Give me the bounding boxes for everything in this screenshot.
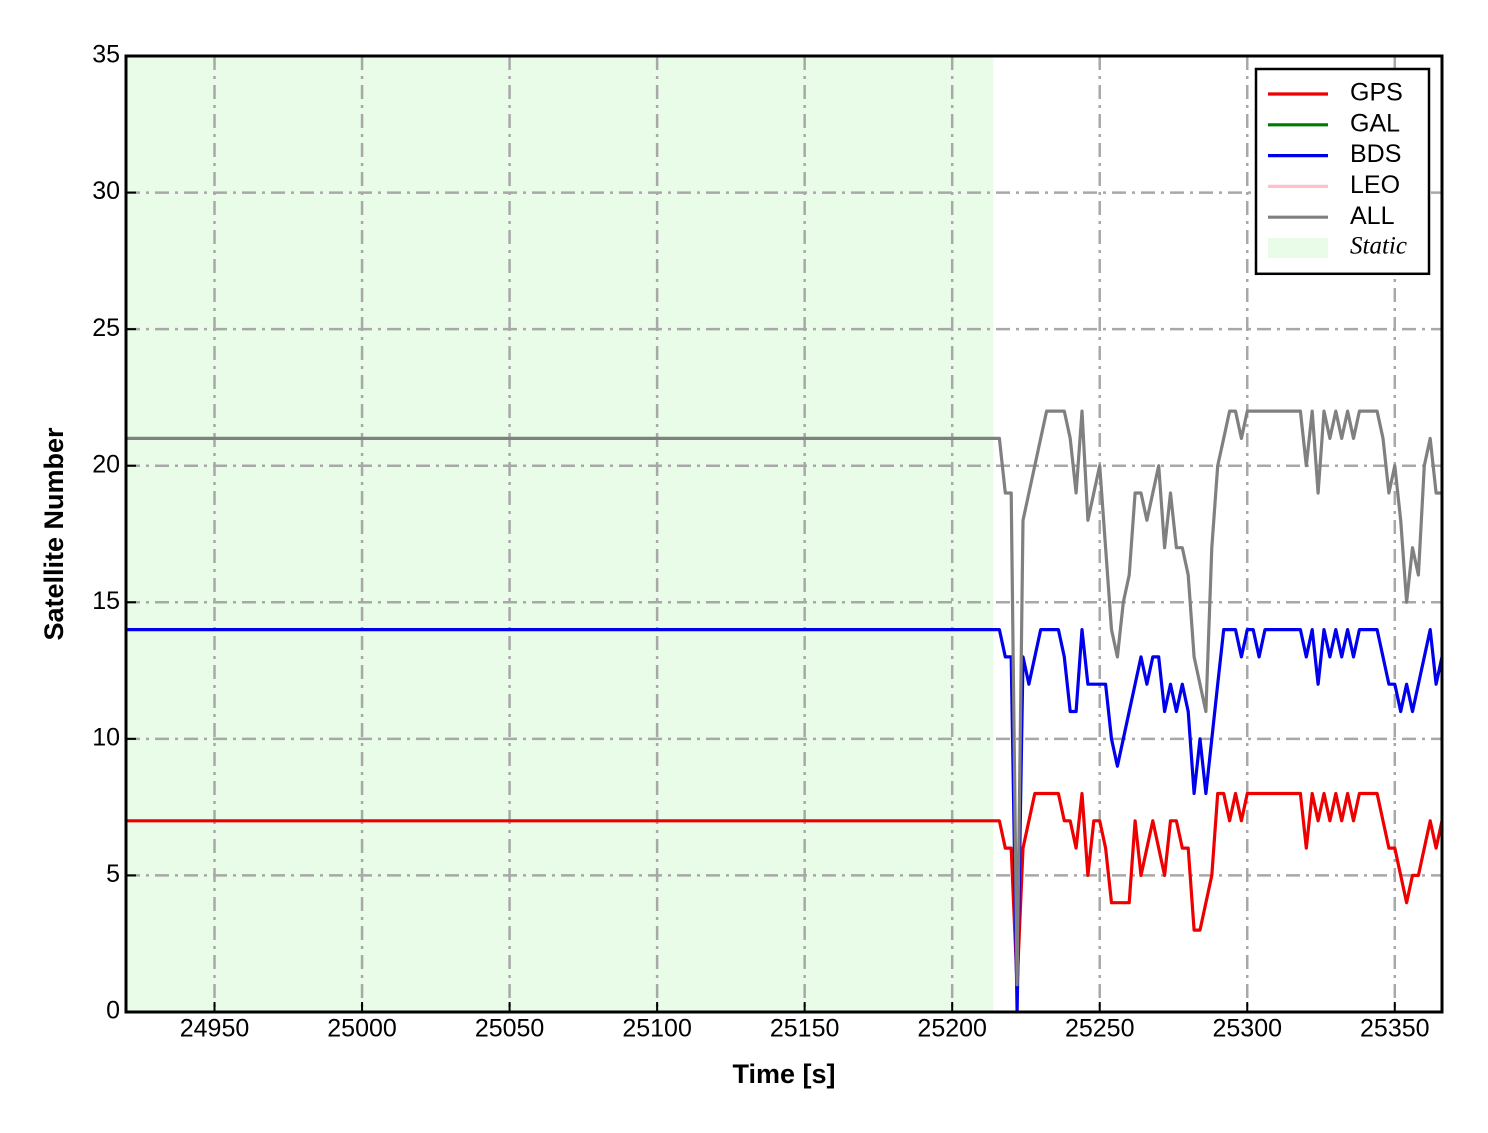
legend-label: ALL: [1350, 202, 1395, 230]
legend-label: BDS: [1350, 140, 1401, 168]
y-tick-label: 25: [92, 314, 120, 342]
y-tick-label: 10: [92, 723, 120, 751]
x-tick-label: 25300: [1212, 1015, 1282, 1043]
y-tick-label: 5: [106, 860, 120, 888]
series-line: [126, 628, 1444, 1014]
x-tick-label: 25200: [917, 1015, 987, 1043]
x-tick-label: 25250: [1065, 1015, 1135, 1043]
x-tick-label: 25100: [622, 1015, 692, 1043]
plot-frame: [124, 54, 1444, 1014]
legend-label: Static: [1350, 233, 1407, 260]
y-tick-label: 15: [92, 587, 120, 615]
legend-label: GPS: [1350, 79, 1403, 107]
legend-label: LEO: [1350, 171, 1400, 199]
legend-label: GAL: [1350, 109, 1400, 137]
x-tick-label: 24950: [180, 1015, 250, 1043]
static-region: [126, 56, 994, 1012]
series-line: [126, 791, 1444, 987]
series-line: [126, 409, 1442, 987]
y-axis-label: Satellite Number: [39, 427, 69, 641]
x-tick-label: 25150: [770, 1015, 840, 1043]
x-tick-label: 25050: [475, 1015, 545, 1043]
x-axis-label: Time [s]: [732, 1059, 835, 1089]
y-tick-label: 35: [92, 41, 120, 69]
y-tick-label: 30: [92, 177, 120, 205]
y-tick-label: 0: [106, 997, 120, 1025]
x-tick-label: 25000: [327, 1015, 397, 1043]
y-tick-label: 20: [92, 450, 120, 478]
x-tick-label: 25350: [1360, 1015, 1430, 1043]
legend-swatch: [1268, 238, 1328, 258]
